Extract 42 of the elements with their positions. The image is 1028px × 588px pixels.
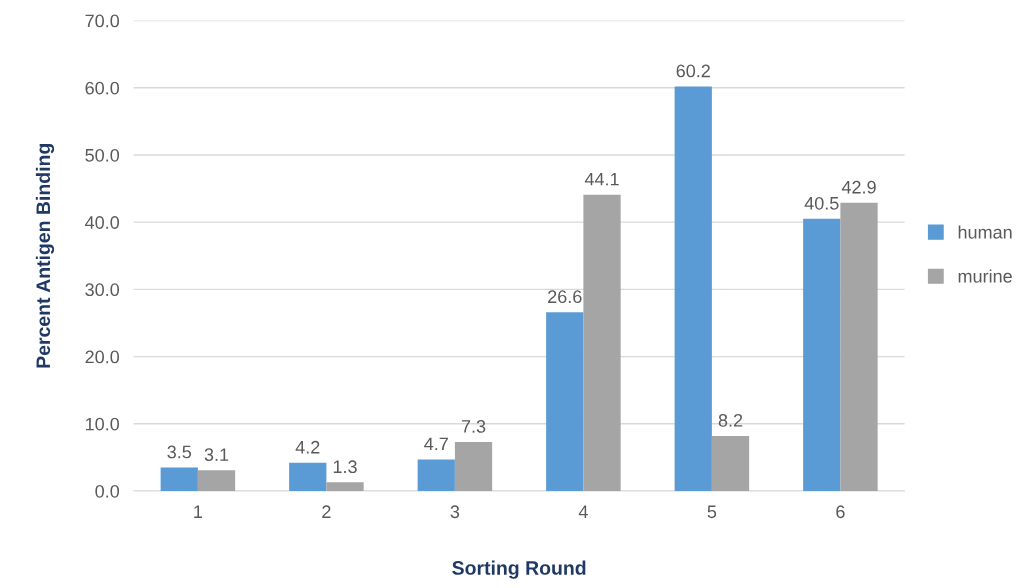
y-tick-label: 70.0 xyxy=(85,14,120,28)
y-tick-label: 0.0 xyxy=(95,484,120,498)
data-label: 4.7 xyxy=(424,437,448,451)
x-tick-label: 6 xyxy=(836,505,845,519)
data-label: 40.5 xyxy=(804,196,839,210)
y-tick-label: 10.0 xyxy=(85,417,120,431)
bar xyxy=(840,202,878,491)
bar xyxy=(417,459,455,491)
y-tick-label: 40.0 xyxy=(85,216,120,229)
x-tick-label: 3 xyxy=(450,505,460,519)
data-label: 44.1 xyxy=(584,172,619,186)
data-label: 8.2 xyxy=(718,413,743,427)
y-axis-title: Percent Antigen Binding xyxy=(35,144,55,368)
x-tick-label: 1 xyxy=(194,505,203,518)
bar xyxy=(160,467,198,491)
data-label: 4.2 xyxy=(295,440,320,454)
bar xyxy=(454,441,493,491)
data-label: 60.2 xyxy=(676,64,710,78)
bar xyxy=(583,194,621,491)
x-tick-label: 2 xyxy=(322,505,331,518)
data-label: 26.6 xyxy=(548,290,582,304)
bar xyxy=(326,482,364,491)
legend-label: human xyxy=(958,225,1012,239)
x-tick-label: 4 xyxy=(578,505,588,518)
data-label: 3.1 xyxy=(204,448,229,462)
x-axis-title: Sorting Round xyxy=(452,560,586,579)
bar xyxy=(197,470,236,491)
y-tick-label: 60.0 xyxy=(85,81,120,95)
y-tick-label: 50.0 xyxy=(85,148,120,162)
data-label: 42.9 xyxy=(841,180,876,194)
legend-label: murine xyxy=(958,269,1012,283)
bar xyxy=(711,435,750,491)
data-label: 1.3 xyxy=(333,460,357,474)
x-tick-label: 5 xyxy=(707,505,717,519)
bar xyxy=(803,218,841,491)
data-label: 3.5 xyxy=(167,445,192,459)
data-label: 7.3 xyxy=(461,420,486,433)
y-tick-label: 20.0 xyxy=(85,350,120,364)
bar xyxy=(546,312,584,491)
y-tick-label: 30.0 xyxy=(85,283,120,297)
bar xyxy=(674,86,712,491)
bar xyxy=(289,462,327,491)
